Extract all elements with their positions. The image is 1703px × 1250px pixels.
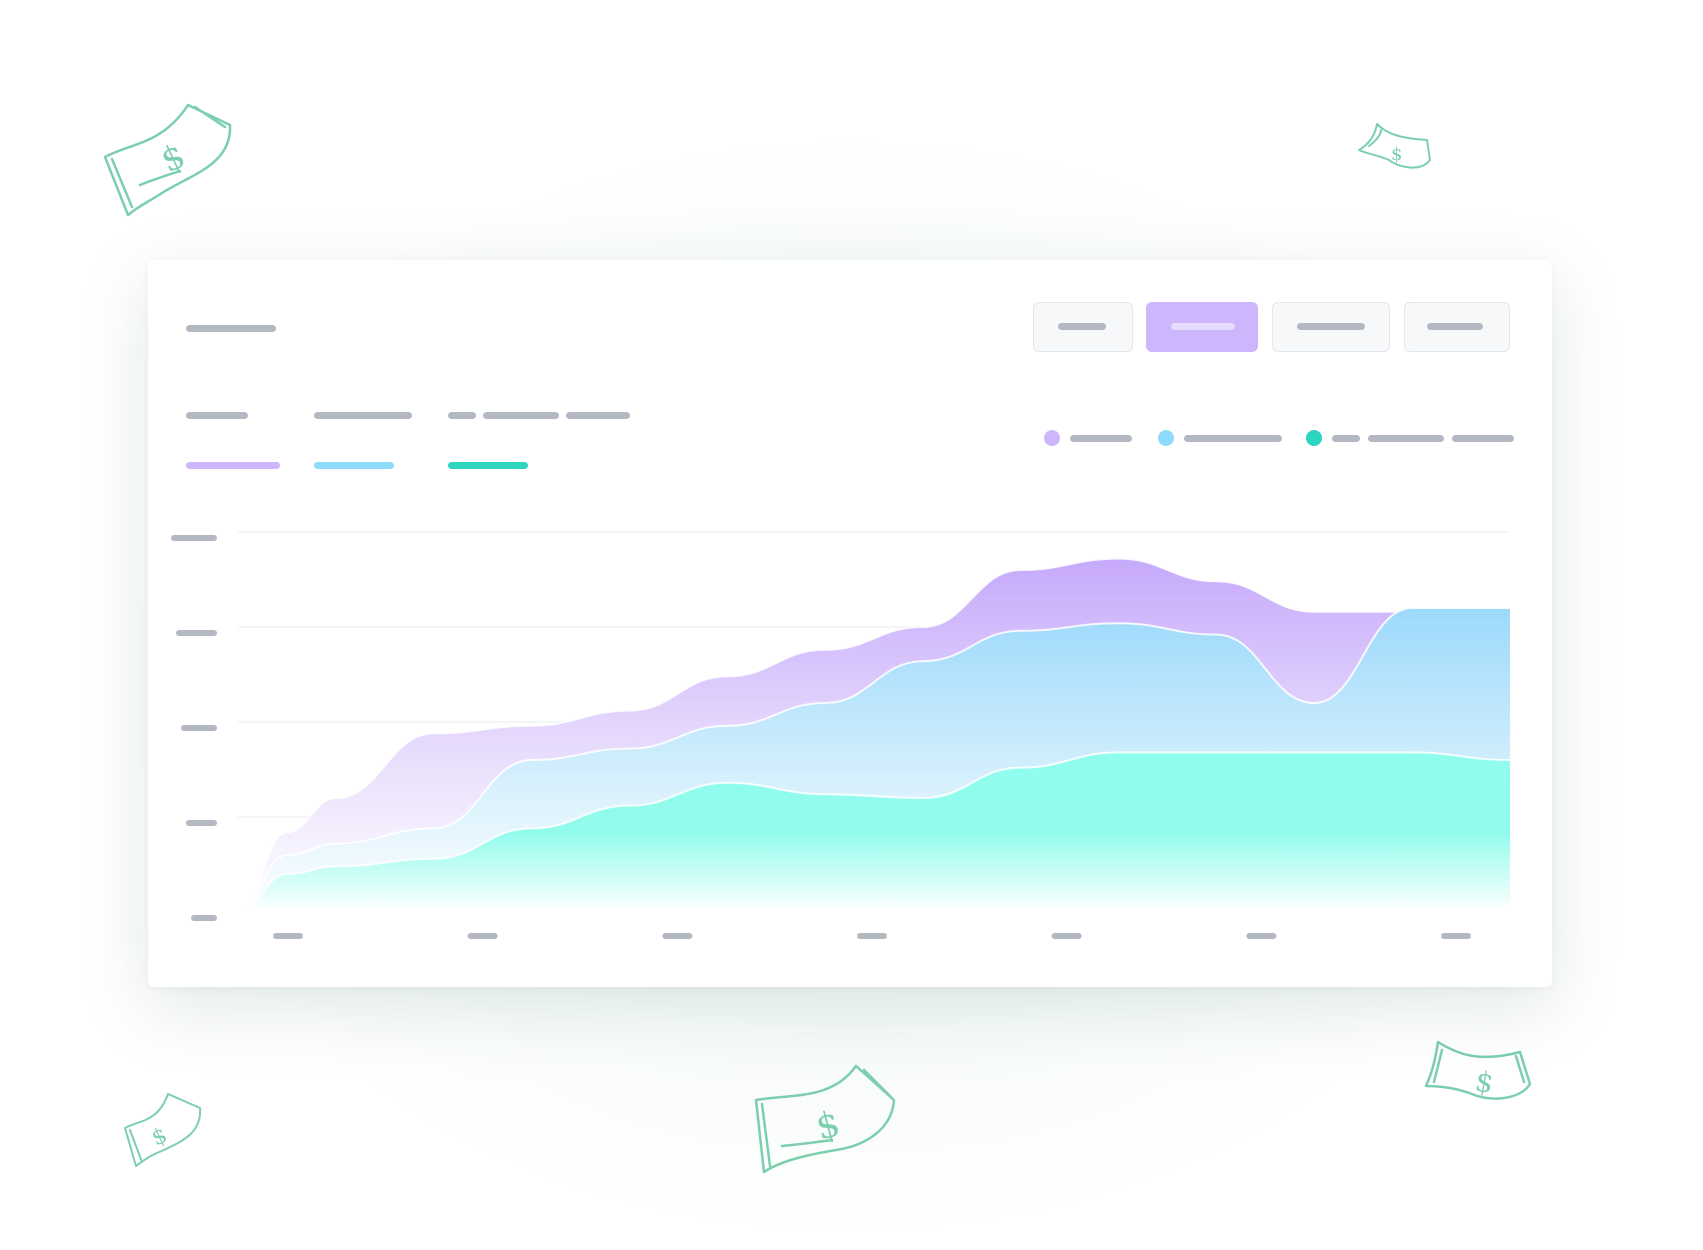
dollar-bill-icon: $ bbox=[1358, 123, 1431, 169]
dollar-bill-icon: $ bbox=[1424, 1040, 1532, 1100]
dollar-bill-icon: $ bbox=[124, 1093, 202, 1167]
chart-card: text-placeholder text-placeholder text-p… bbox=[148, 260, 1552, 987]
svg-text:$: $ bbox=[155, 136, 192, 181]
series-3-area bbox=[238, 752, 1510, 912]
series-3-line bbox=[237, 751, 1511, 913]
range-button-2[interactable] bbox=[1146, 302, 1258, 352]
dollar-bill-icon: $ bbox=[754, 1064, 896, 1174]
area-chart bbox=[171, 531, 1511, 939]
svg-text:$: $ bbox=[1473, 1064, 1496, 1100]
series-2-line bbox=[237, 607, 1510, 913]
stat-2-bar bbox=[314, 462, 394, 469]
stat-3-bar bbox=[448, 462, 528, 469]
range-button-3[interactable] bbox=[1272, 302, 1390, 352]
range-button-1[interactable] bbox=[1033, 302, 1133, 352]
series-1-line bbox=[237, 557, 1510, 913]
svg-text:$: $ bbox=[1391, 144, 1402, 165]
range-button-4[interactable] bbox=[1404, 302, 1510, 352]
stat-1-bar bbox=[186, 462, 280, 469]
dollar-bill-icon: $ bbox=[103, 103, 232, 217]
